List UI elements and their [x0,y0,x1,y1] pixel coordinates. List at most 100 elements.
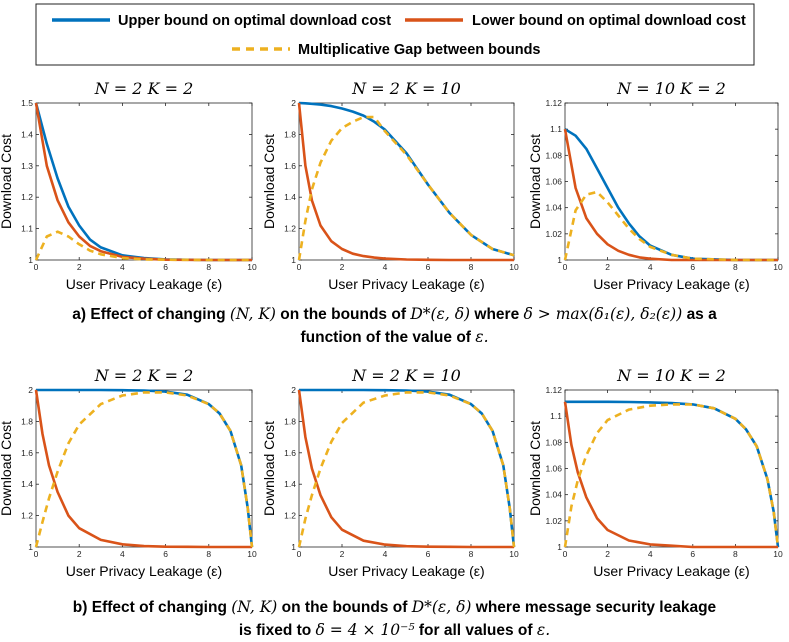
y-tick-label: 1.12 [545,385,562,395]
caption-b-line1: b) Effect of changing (N, K) on the boun… [0,596,789,619]
x-tick-label: 8 [469,262,474,272]
series-line-gap [297,391,516,548]
y-tick-label: 1 [28,542,33,552]
caption-a-math3: δ > max(δ₁(ε), δ₂(ε)) [523,305,683,323]
y-tick-label: 1 [28,255,33,265]
caption-a-math2: D*(ε, δ) [410,305,471,323]
y-tick-label: 1.1 [21,224,33,234]
x-axis-label: User Privacy Leakage (ε) [328,563,484,579]
y-tick-label: 1.8 [284,129,296,139]
series-line-upper [298,101,515,257]
y-tick-label: 1 [557,542,562,552]
x-tick-label: 6 [163,549,168,559]
x-tick-label: 6 [690,549,695,559]
series-line-upper [564,128,778,262]
plot-frame [564,102,779,261]
chart-panel-b1: N = 2 K = 2 0 2 4 6 8 10 1 1.2 1.4 1.6 1.8 2 User Pri… [0,366,257,579]
x-axis-label: User Privacy Leakage (ε) [66,563,222,579]
y-tick-label: 2 [291,385,296,395]
x-tick-label: 2 [340,262,345,272]
y-tick-label: 1.4 [21,129,33,139]
caption-b-text4: is fixed to [238,622,312,639]
series-line-lower [563,401,778,549]
x-tick-label: 6 [163,262,168,272]
y-tick-label: 1.02 [545,516,562,526]
chart-title: N = 2 K = 10 [351,79,461,98]
x-tick-label: 8 [733,549,738,559]
series-line-gap [563,190,778,262]
chart-panel-a2: N = 2 K = 10 0 2 4 6 8 10 1 1.2 1.4 1.6 1.8 2 User Pr… [261,79,519,292]
x-axis-label: User Privacy Leakage (ε) [66,276,222,292]
x-tick-label: 2 [605,262,610,272]
caption-b-line2: is fixed to δ = 4 × 10⁻⁵ for all values … [0,619,789,642]
chart-title: N = 2 K = 2 [94,366,194,385]
x-tick-label: 4 [383,262,388,272]
x-tick-label: 0 [34,262,39,272]
x-tick-label: 2 [340,549,345,559]
y-tick-label: 1.6 [284,161,296,171]
y-tick-label: 1.2 [21,192,33,202]
caption-b-text3: where message security leakage [475,599,717,616]
series-line-lower [297,389,514,549]
x-axis-label: User Privacy Leakage (ε) [593,276,749,292]
y-tick-label: 1.06 [545,177,562,187]
caption-b-math3: δ = 4 × 10⁻⁵ [315,621,415,639]
y-axis-label: Download Cost [527,134,543,229]
chart-panel-a1: N = 2 K = 2 0 2 4 6 8 10 1 1.1 1.2 1.3 1.4 1.5 User P… [0,79,257,292]
caption-b: b) Effect of changing (N, K) on the boun… [0,596,789,642]
y-tick-label: 1.8 [284,416,296,426]
legend-box [35,3,755,66]
caption-a-text2: on the bounds of [280,306,406,323]
y-tick-label: 1.06 [545,464,562,474]
x-tick-label: 8 [206,262,211,272]
y-tick-label: 1.02 [545,229,562,239]
chart-panel-b3: N = 10 K = 2 0 2 4 6 8 10 1 1.02 1.04 1.06 1.08 1.1 1… [527,366,783,579]
caption-a-text4: as a [686,306,717,323]
x-tick-label: 0 [563,549,568,559]
y-axis-label: Download Cost [0,134,14,229]
caption-b-math4: ε. [536,621,551,639]
x-tick-label: 10 [773,262,783,272]
x-axis-label: User Privacy Leakage (ε) [593,563,749,579]
caption-a-text5: function of the value of [300,329,471,346]
y-tick-label: 1.2 [284,224,296,234]
series-line-gap [297,115,515,261]
series-line-lower [297,102,514,262]
y-axis-label: Download Cost [527,421,543,516]
x-tick-label: 6 [690,262,695,272]
x-tick-label: 0 [563,262,568,272]
caption-b-text5: for all values of [418,622,533,639]
y-tick-label: 1.4 [284,192,296,202]
series-line-gap [34,391,254,548]
x-tick-label: 8 [206,549,211,559]
y-tick-label: 1.1 [550,124,562,134]
caption-a-line1: a) Effect of changing (N, K) on the boun… [0,303,789,326]
legend: Upper bound on optimal download cost Low… [35,3,755,66]
series-line-upper [565,400,780,548]
caption-b-text2: on the bounds of [281,599,408,616]
series-line-upper [36,388,254,548]
legend-lower-label: Lower bound on optimal download cost [472,13,746,29]
y-tick-label: 1.2 [284,511,296,521]
y-tick-label: 1.2 [21,511,33,521]
x-tick-label: 10 [773,549,783,559]
caption-a-line2: function of the value of ε. [0,326,789,349]
y-tick-label: 1.6 [21,448,33,458]
x-tick-label: 8 [733,262,738,272]
y-tick-label: 1.1 [550,411,562,421]
x-tick-label: 0 [297,549,302,559]
y-tick-label: 1 [557,255,562,265]
y-tick-label: 1.08 [545,437,562,447]
y-tick-label: 2 [291,98,296,108]
chart-title: N = 10 K = 2 [616,79,726,98]
legend-upper-label: Upper bound on optimal download cost [118,13,391,29]
y-tick-label: 1.3 [21,161,33,171]
y-tick-label: 1.08 [545,150,562,160]
x-tick-label: 6 [426,262,431,272]
chart-panel-b2: N = 2 K = 10 0 2 4 6 8 10 1 1.2 1.4 1.6 1.8 2 User Pr… [261,366,519,579]
y-tick-label: 1.6 [284,448,296,458]
y-tick-label: 1.12 [545,98,562,108]
chart-panel-a3: N = 10 K = 2 0 2 4 6 8 10 1 1.02 1.04 1.06 1.08 1.1 1… [527,79,783,292]
caption-b-text1: b) Effect of changing [72,599,227,616]
